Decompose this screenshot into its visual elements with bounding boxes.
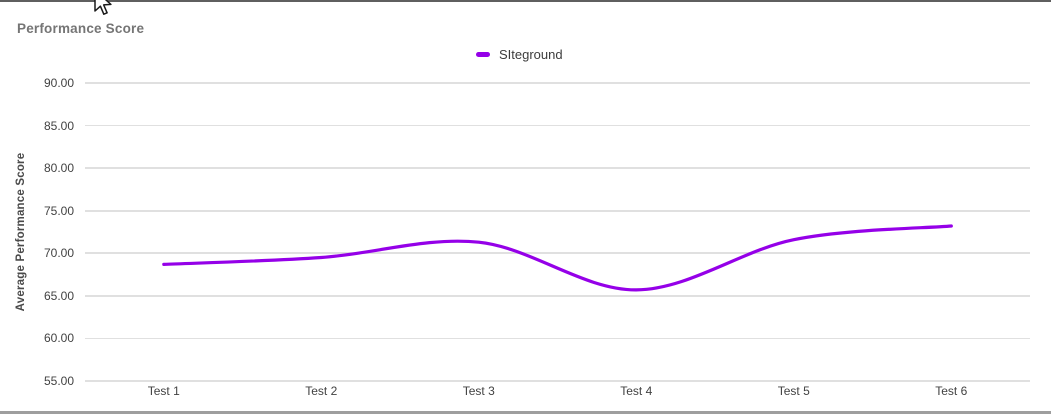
legend-series-label: SIteground (499, 47, 563, 62)
mouse-cursor-icon (94, 0, 112, 15)
x-tick-label: Test 6 (935, 384, 968, 398)
y-tick-label: 90.00 (43, 76, 74, 90)
x-tick-label: Test 4 (620, 384, 653, 398)
gridline (85, 124, 1030, 127)
gridline (85, 295, 1030, 297)
gridline (85, 82, 1030, 84)
legend[interactable]: SIteground (476, 47, 563, 62)
chart-title: Performance Score (17, 21, 145, 36)
gridline (85, 167, 1030, 169)
x-tick-label: Test 1 (147, 384, 180, 398)
gridline (85, 337, 1030, 340)
y-tick-label: 85.00 (43, 118, 74, 133)
x-tick-label: Test 5 (777, 384, 810, 398)
x-tick-label: Test 3 (462, 384, 495, 398)
y-tick-label: 55.00 (43, 374, 74, 388)
x-tick-label: Test 2 (305, 384, 338, 398)
y-tick-label: 65.00 (43, 288, 74, 303)
siteground-series-line[interactable] (162, 224, 953, 292)
gridline (85, 380, 1030, 382)
y-tick-label: 80.00 (43, 161, 74, 176)
gridline (85, 252, 1030, 255)
y-tick-label: 70.00 (43, 246, 74, 261)
window-top-border (0, 0, 1051, 2)
y-tick-label: 60.00 (43, 331, 74, 346)
window-bottom-border (0, 411, 1051, 414)
legend-series-swatch (476, 52, 490, 57)
y-tick-label: 75.00 (43, 203, 74, 218)
gridline (85, 209, 1030, 212)
